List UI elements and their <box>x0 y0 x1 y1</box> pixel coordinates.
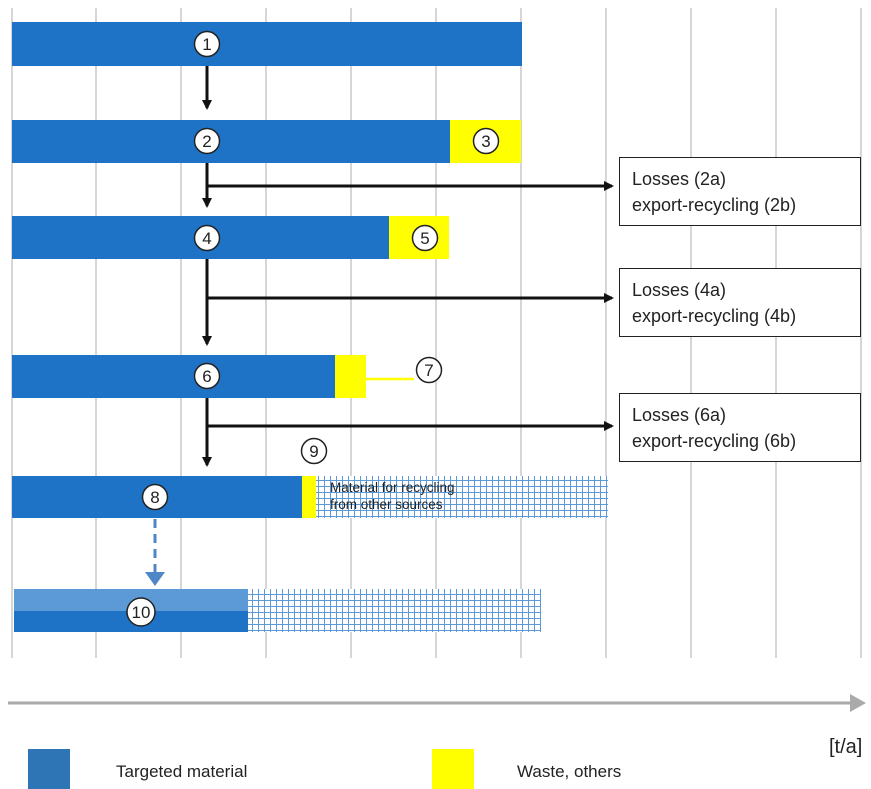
bar-10-targeted-top <box>14 589 248 611</box>
step-marker-7: 7 <box>415 356 443 384</box>
step-label-2: 2 <box>202 132 211 151</box>
loss-box-6-line2: export-recycling (6b) <box>632 431 797 451</box>
bar-6-targeted <box>12 355 335 398</box>
bar-1-targeted <box>12 22 522 66</box>
step-label-4: 4 <box>202 229 211 248</box>
step-label-3: 3 <box>481 132 490 151</box>
step-markers: 1 2 3 4 5 6 7 8 9 10 <box>126 30 500 627</box>
step-marker-8: 8 <box>141 483 169 511</box>
step-label-10: 10 <box>132 603 151 622</box>
step-label-1: 1 <box>202 35 211 54</box>
step-marker-6: 6 <box>193 362 221 390</box>
step-marker-5: 5 <box>411 224 439 252</box>
loss-box-2: Losses (2a) export-recycling (2b) <box>619 157 861 226</box>
step-marker-1: 1 <box>193 30 221 58</box>
recycling-note: Material for recycling from other source… <box>330 479 455 513</box>
dashed-arrowhead <box>145 572 165 586</box>
legend-label-targeted: Targeted material <box>116 762 248 781</box>
x-axis-arrow <box>8 694 866 712</box>
loss-box-4-line1: Losses (4a) <box>632 280 727 300</box>
bar-2-targeted <box>12 120 450 163</box>
recycling-note-line2: from other sources <box>330 497 443 512</box>
loss-box-6: Losses (6a) export-recycling (6b) <box>619 393 861 462</box>
loss-arrows <box>207 181 614 431</box>
loss-box-4-line2: export-recycling (4b) <box>632 306 797 326</box>
step-label-5: 5 <box>420 229 429 248</box>
recycling-note-line1: Material for recycling <box>330 480 455 495</box>
step-marker-3: 3 <box>472 127 500 155</box>
bar-8-other-sources <box>316 476 608 518</box>
step-label-6: 6 <box>202 367 211 386</box>
step-marker-2: 2 <box>193 127 221 155</box>
step-label-9: 9 <box>309 442 318 461</box>
loss-box-6-line1: Losses (6a) <box>632 405 727 425</box>
step-marker-9: 9 <box>300 437 328 465</box>
step-marker-10: 10 <box>126 597 156 627</box>
legend-label-waste: Waste, others <box>517 762 622 781</box>
loss-box-2-line2: export-recycling (2b) <box>632 195 797 215</box>
step-marker-4: 4 <box>193 224 221 252</box>
legend-swatch-targeted <box>28 749 70 789</box>
bar-10-other-sources <box>248 589 541 632</box>
loss-box-4: Losses (4a) export-recycling (4b) <box>619 268 861 337</box>
axis-unit-label: [t/a] <box>829 736 863 758</box>
step-label-8: 8 <box>150 488 159 507</box>
bar-9-waste <box>302 476 316 518</box>
loss-box-2-line1: Losses (2a) <box>632 169 727 189</box>
step-label-7: 7 <box>424 361 433 380</box>
bar-7-waste <box>335 355 366 398</box>
legend-swatch-waste <box>432 749 474 789</box>
